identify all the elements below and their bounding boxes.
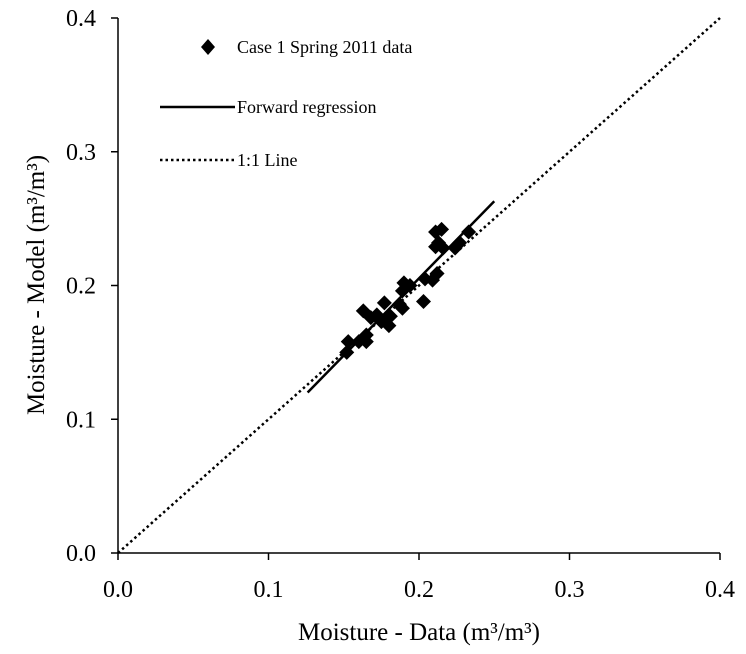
- x-tick-label: 0.3: [555, 577, 585, 603]
- data-point-diamond: [429, 265, 445, 281]
- legend-diamond-marker: [201, 39, 215, 55]
- data-point-diamond: [381, 318, 397, 334]
- x-tick-label: 0.1: [254, 577, 284, 603]
- series-layer: [117, 17, 721, 554]
- data-point-diamond: [416, 294, 432, 310]
- data-point-diamond: [461, 224, 477, 240]
- legend-item-regression: Forward regression: [160, 97, 376, 117]
- x-axis-ticks: 0.0 0.1 0.2 0.3 0.4: [103, 553, 735, 603]
- legend-label-scatter: Case 1 Spring 2011 data: [237, 37, 412, 57]
- x-axis-title-text: Moisture - Data (m³/m³): [298, 619, 540, 646]
- y-tick-label: 0.0: [66, 541, 96, 567]
- y-axis-title-text: Moisture - Model (m³/m³): [23, 155, 50, 415]
- data-point-diamond: [434, 221, 450, 237]
- legend-label-regression: Forward regression: [237, 97, 376, 117]
- legend: Case 1 Spring 2011 data Forward regressi…: [160, 37, 412, 170]
- data-point-diamond: [435, 240, 451, 256]
- data-point-diamond: [340, 334, 356, 350]
- y-axis-title: Moisture - Model (m³/m³): [23, 155, 50, 415]
- data-point-diamond: [394, 300, 410, 316]
- y-tick-label: 0.4: [66, 6, 96, 32]
- data-point-diamond: [402, 278, 418, 293]
- y-tick-label: 0.1: [66, 407, 96, 433]
- legend-label-one-to-one: 1:1 Line: [237, 150, 298, 170]
- data-point-diamond: [382, 308, 398, 324]
- one-to-one-line: [117, 17, 721, 554]
- x-tick-label: 0.0: [103, 577, 133, 603]
- x-axis-title: Moisture - Data (m³/m³): [298, 619, 540, 646]
- legend-item-one-to-one: 1:1 Line: [160, 150, 298, 170]
- data-point-diamond: [339, 344, 355, 360]
- legend-item-scatter: Case 1 Spring 2011 data: [201, 37, 412, 57]
- x-tick-label: 0.2: [404, 577, 434, 603]
- data-point-diamond: [452, 235, 468, 251]
- data-point-diamond: [376, 295, 392, 311]
- y-tick-label: 0.3: [66, 140, 96, 166]
- y-axis-ticks: 0.0 0.1 0.2 0.3 0.4: [66, 6, 118, 567]
- data-point-diamond: [358, 334, 374, 350]
- x-tick-label: 0.4: [705, 577, 735, 603]
- y-tick-label: 0.2: [66, 274, 96, 300]
